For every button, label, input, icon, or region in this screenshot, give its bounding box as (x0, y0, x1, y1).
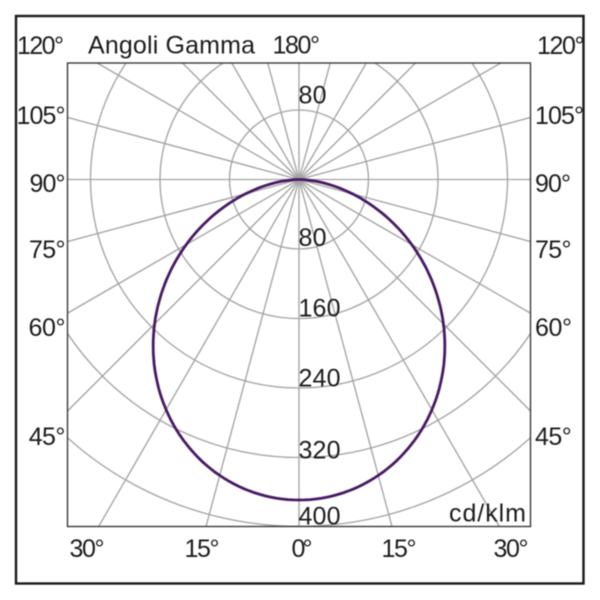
svg-text:180°: 180° (273, 32, 321, 60)
svg-text:120°: 120° (537, 32, 585, 60)
svg-text:60°: 60° (535, 314, 572, 342)
svg-text:105°: 105° (535, 102, 584, 130)
svg-text:45°: 45° (29, 423, 66, 451)
svg-text:400: 400 (299, 503, 341, 531)
svg-text:120°: 120° (17, 32, 64, 60)
svg-text:45°: 45° (535, 423, 572, 451)
svg-text:60°: 60° (29, 314, 66, 342)
svg-text:cd/klm: cd/klm (449, 500, 526, 528)
svg-text:75°: 75° (29, 236, 66, 264)
svg-text:320: 320 (299, 437, 341, 465)
svg-text:15°: 15° (185, 535, 220, 563)
svg-text:0°: 0° (292, 535, 313, 563)
svg-text:75°: 75° (535, 236, 572, 264)
svg-text:90°: 90° (30, 170, 66, 198)
svg-text:80: 80 (299, 224, 327, 252)
svg-text:90°: 90° (535, 170, 571, 198)
svg-text:80: 80 (299, 82, 327, 110)
svg-text:30°: 30° (494, 535, 529, 563)
svg-text:240: 240 (299, 365, 341, 393)
svg-text:105°: 105° (17, 102, 66, 130)
svg-text:30°: 30° (70, 535, 105, 563)
svg-text:160: 160 (299, 295, 341, 323)
svg-text:15°: 15° (382, 535, 417, 563)
svg-text:Angoli Gamma: Angoli Gamma (88, 32, 255, 60)
